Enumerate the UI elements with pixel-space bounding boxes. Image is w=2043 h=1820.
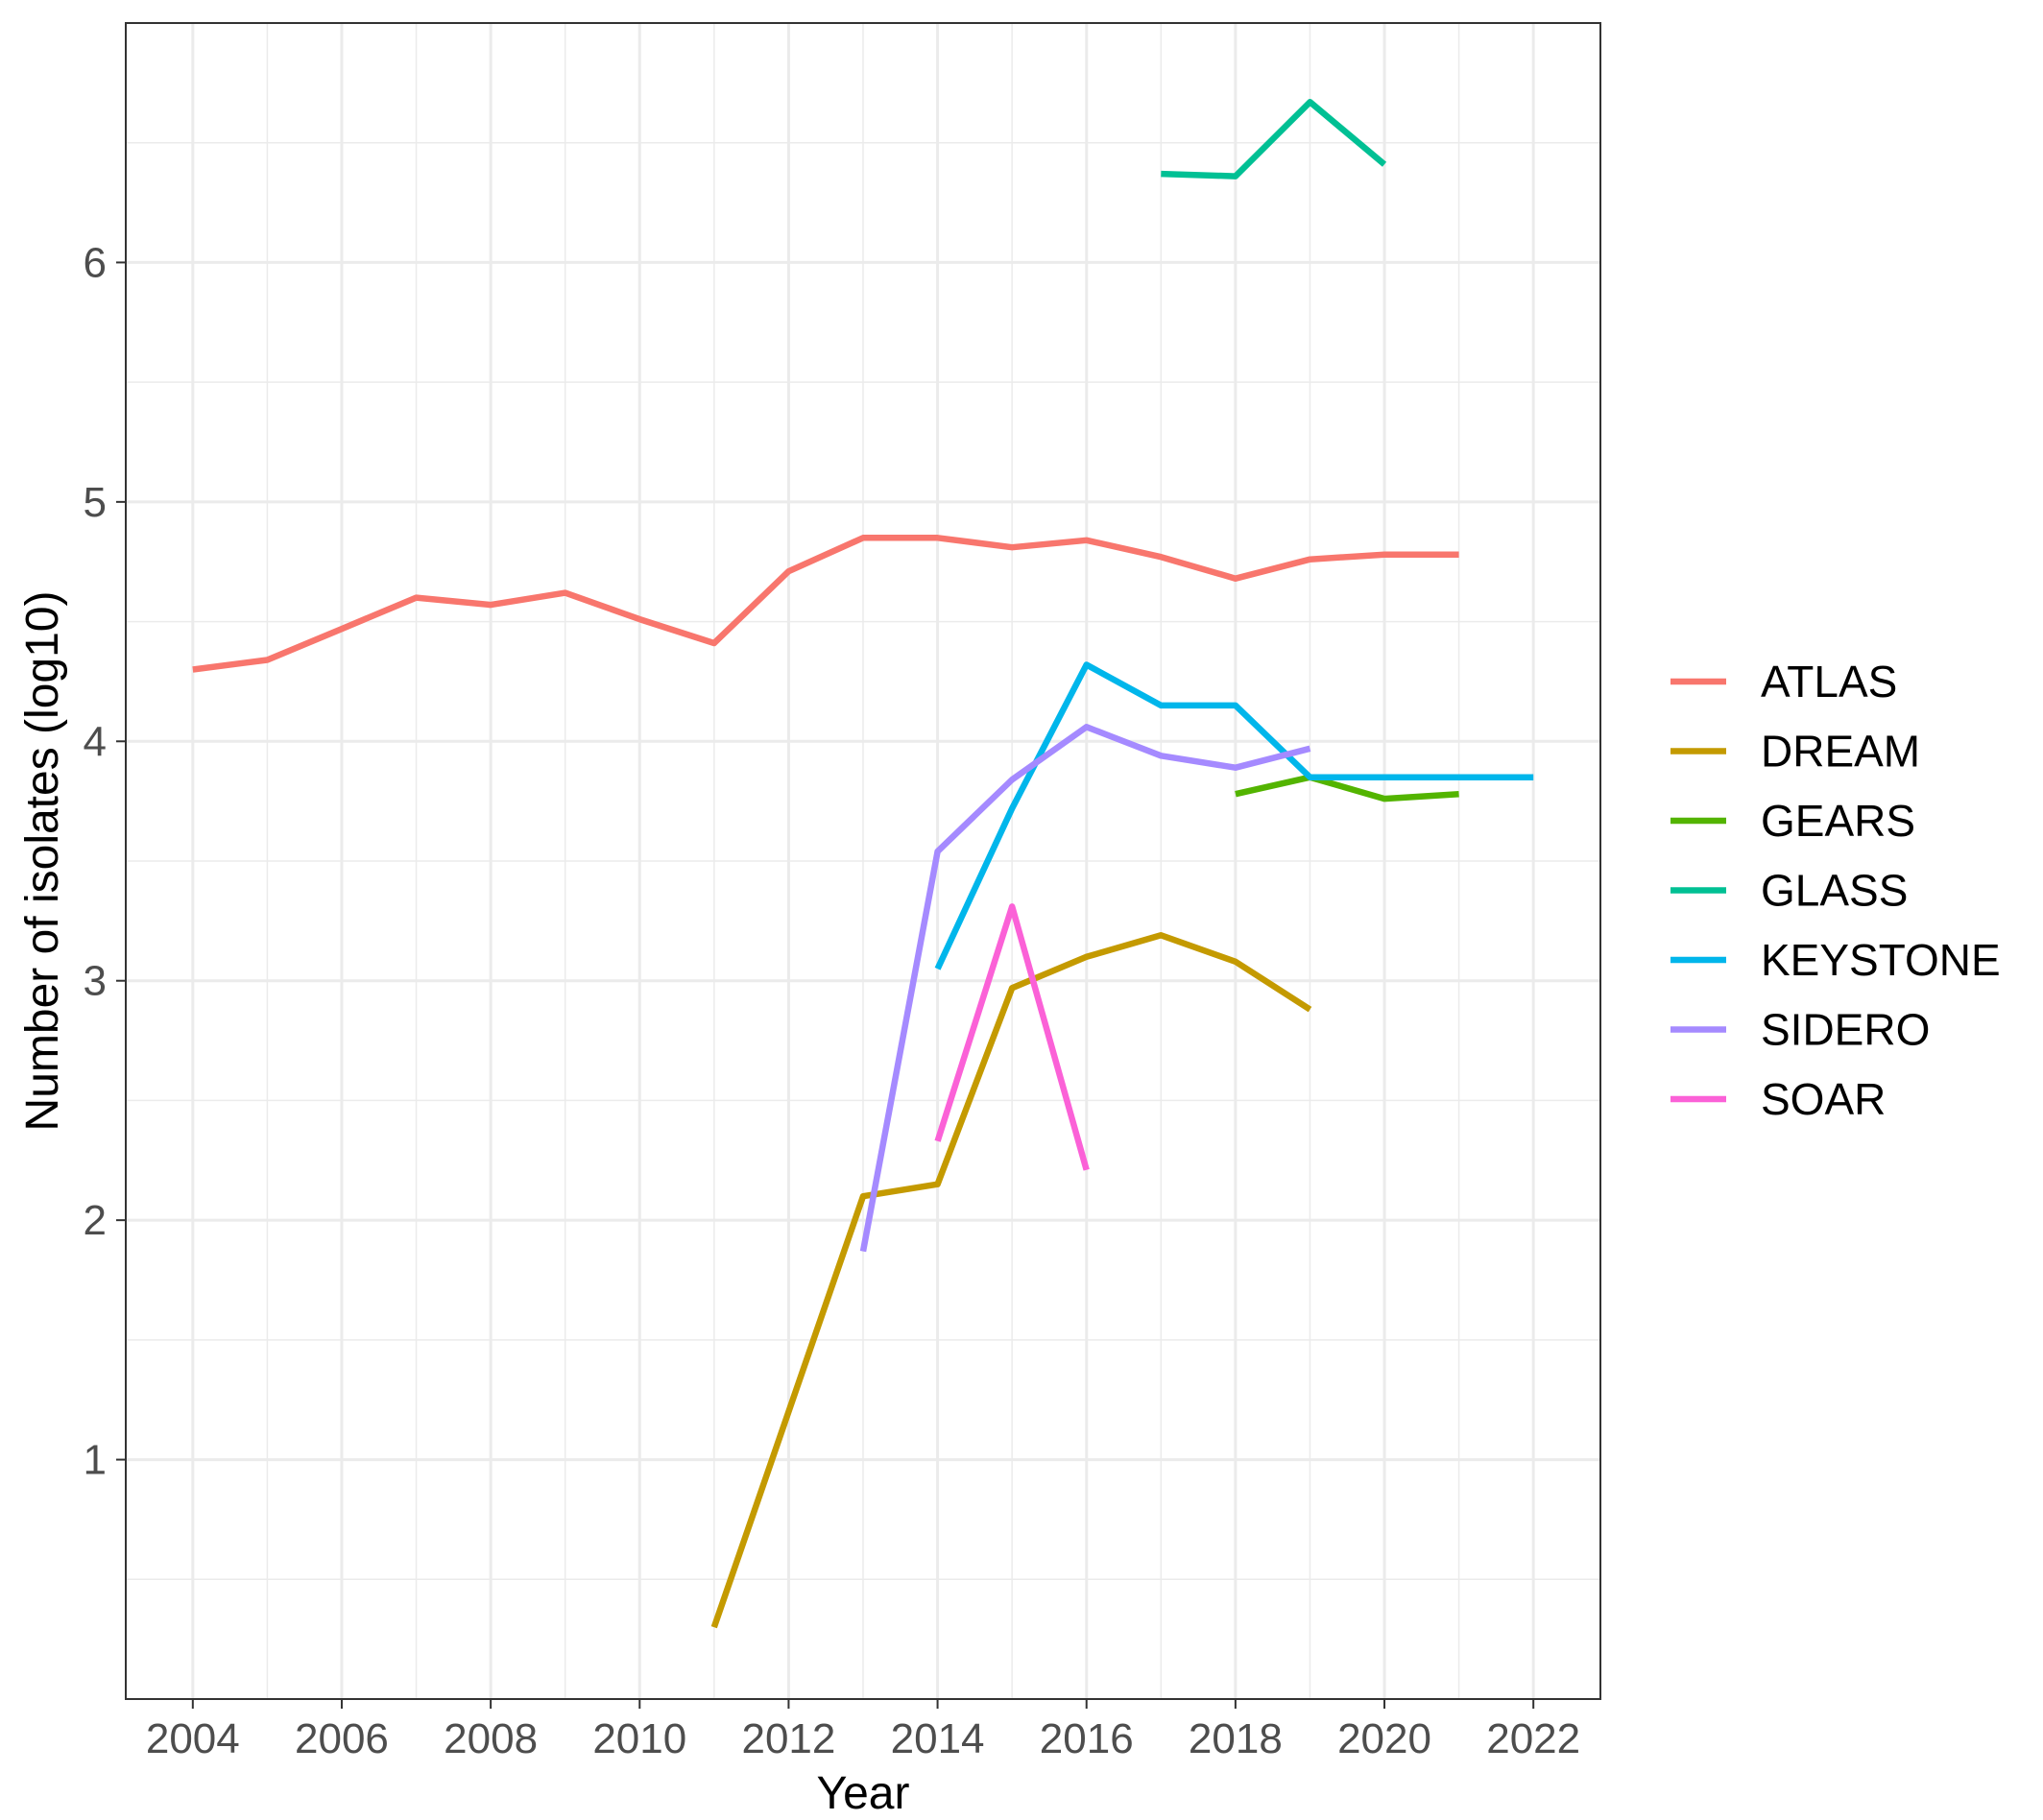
x-tick-label: 2006	[295, 1715, 389, 1762]
series-line-gears	[1235, 774, 1459, 802]
y-axis-ticks: 1 2 3 4 5 6	[84, 239, 126, 1484]
legend-item-gears: GEARS	[1670, 796, 1915, 846]
plot-border	[125, 22, 1601, 1700]
y-tick-label: 5	[84, 479, 107, 526]
legend-label-gears: GEARS	[1761, 796, 1915, 846]
x-tick-label: 2012	[741, 1715, 835, 1762]
y-tick-label: 4	[84, 718, 107, 765]
legend-label-glass: GLASS	[1761, 866, 1908, 916]
x-axis-title: Year	[817, 1768, 910, 1819]
x-tick-label: 2016	[1040, 1715, 1134, 1762]
legend-item-keystone: KEYSTONE	[1670, 935, 2001, 985]
legend-label-soar: SOAR	[1761, 1074, 1886, 1124]
x-tick-label: 2020	[1337, 1715, 1431, 1762]
legend-item-sidero: SIDERO	[1670, 1005, 1930, 1055]
legend-item-glass: GLASS	[1670, 866, 1908, 916]
series-line-atlas	[192, 535, 1459, 673]
y-tick-label: 2	[84, 1197, 107, 1244]
minor-gridlines	[126, 23, 1600, 1699]
x-tick-label: 2010	[592, 1715, 686, 1762]
legend-item-atlas: ATLAS	[1670, 657, 1897, 706]
x-axis-ticks: 2004 2006 2008 2010 2012 2014 2016 2018 2020 2022	[146, 1699, 1580, 1762]
legend-item-soar: SOAR	[1670, 1074, 1886, 1124]
legend-label-sidero: SIDERO	[1761, 1005, 1930, 1055]
legend-label-dream: DREAM	[1761, 727, 1920, 777]
x-tick-label: 2018	[1189, 1715, 1283, 1762]
series-line-glass	[1161, 99, 1387, 180]
x-tick-label: 2008	[444, 1715, 538, 1762]
y-tick-label: 3	[84, 958, 107, 1005]
legend-label-atlas: ATLAS	[1761, 657, 1897, 706]
y-tick-label: 6	[84, 239, 107, 286]
series-line-soar	[934, 903, 1090, 1171]
series-line-sidero	[859, 724, 1311, 1253]
x-tick-label: 2022	[1486, 1715, 1580, 1762]
y-axis-title: Number of isolates (log10)	[17, 591, 68, 1132]
x-tick-label: 2014	[891, 1715, 985, 1762]
series-lines	[192, 99, 1534, 1629]
x-tick-label: 2004	[146, 1715, 240, 1762]
series-line-dream	[710, 932, 1312, 1629]
legend-item-dream: DREAM	[1670, 727, 1920, 777]
y-tick-label: 1	[84, 1437, 107, 1484]
legend-label-keystone: KEYSTONE	[1761, 935, 2001, 985]
legend: ATLAS DREAM GEARS GLASS KEYSTONE SIDERO SOAR	[1670, 657, 2001, 1124]
